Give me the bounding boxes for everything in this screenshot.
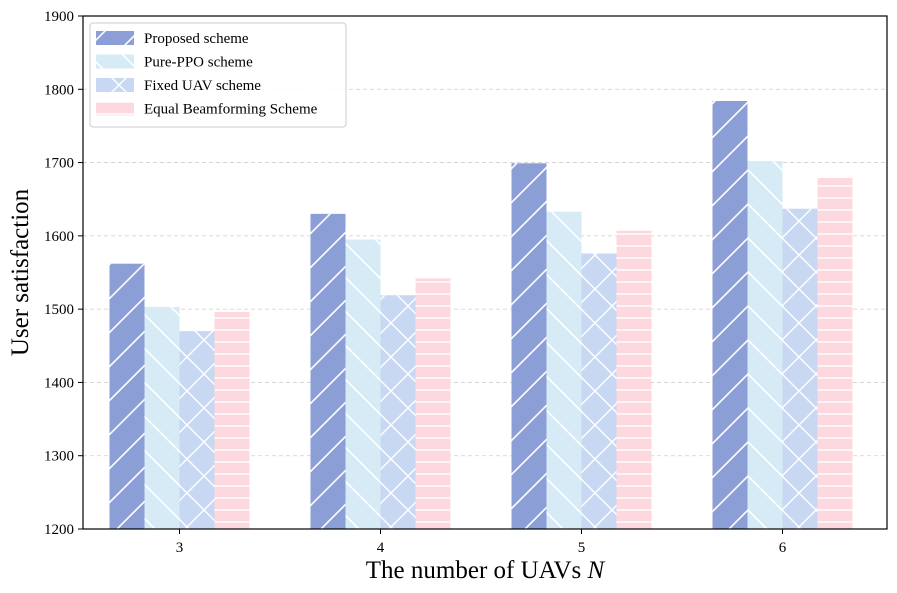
bar-hatch xyxy=(415,278,451,529)
legend-swatch-hatch xyxy=(96,78,134,92)
x-axis-label-variable: N xyxy=(587,557,606,584)
bar-hatch xyxy=(214,312,250,529)
bar-hatch xyxy=(109,263,145,529)
bar-hatch xyxy=(144,306,180,529)
y-tick-label: 1200 xyxy=(44,522,74,538)
x-tick-label: 3 xyxy=(176,540,184,556)
bar-hatch xyxy=(581,253,617,529)
y-axis-label: User satisfaction xyxy=(7,188,34,356)
y-tick-label: 1400 xyxy=(44,375,74,391)
legend-box xyxy=(89,22,347,128)
y-tick-label: 1700 xyxy=(44,156,74,172)
plot-frame xyxy=(82,15,888,530)
legend-swatch-hatch xyxy=(96,101,134,116)
legend-swatch-hatch xyxy=(96,31,134,45)
y-tick-label: 1300 xyxy=(44,449,74,465)
bar-hatch xyxy=(616,230,652,529)
x-tick-label: 5 xyxy=(578,540,586,556)
bar-hatch xyxy=(782,208,818,529)
y-tick-label: 1800 xyxy=(44,82,74,98)
bar-hatch xyxy=(380,295,416,529)
bar-hatch xyxy=(511,163,547,529)
x-axis-label-text: The number of UAVs xyxy=(366,557,588,584)
y-axis: 1200 1300 1400 1500 1600 1700 1800 1900 xyxy=(44,9,83,538)
x-axis: 3 4 5 6 xyxy=(176,529,787,556)
x-axis-label: The number of UAVs N xyxy=(366,557,606,584)
legend-label: Equal Beamforming Scheme xyxy=(144,102,318,118)
y-tick-label: 1600 xyxy=(44,229,74,245)
bar-hatch xyxy=(817,177,853,529)
y-tick-label: 1900 xyxy=(44,9,74,25)
bar-hatch xyxy=(345,239,381,529)
legend-swatch-hatch xyxy=(96,54,134,69)
legend: Proposed scheme Pure-PPO scheme Fixed UAV … xyxy=(89,22,347,128)
bar-hatch xyxy=(310,213,346,529)
legend-label: Fixed UAV scheme xyxy=(144,78,261,94)
y-tick-label: 1500 xyxy=(44,302,74,318)
legend-label: Proposed scheme xyxy=(144,31,249,47)
x-tick-label: 4 xyxy=(377,540,385,556)
bars xyxy=(109,101,853,530)
bar-hatch xyxy=(712,101,748,530)
x-tick-label: 6 xyxy=(779,540,787,556)
bar-hatch xyxy=(546,211,582,529)
legend-label: Pure-PPO scheme xyxy=(144,55,253,71)
bar-hatch xyxy=(747,161,783,529)
bar-hatch xyxy=(179,331,215,529)
